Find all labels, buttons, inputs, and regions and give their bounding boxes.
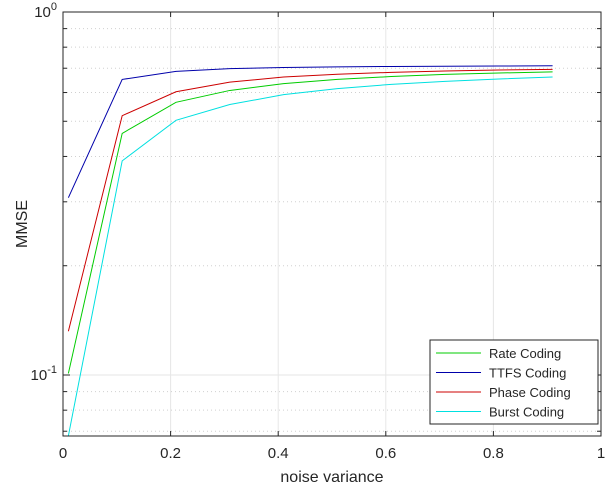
x-tick-label: 1 (597, 445, 605, 462)
y-tick-label: 10-1 (31, 364, 57, 384)
x-tick-label: 0.4 (268, 445, 289, 462)
series-line-burst-coding (67, 76, 553, 436)
x-tick-label: 0.8 (483, 445, 504, 462)
legend-label: Burst Coding (489, 405, 564, 420)
legend-label: Rate Coding (489, 346, 561, 361)
x-tick-label: 0.2 (160, 445, 181, 462)
series-line-rate-coding (67, 71, 553, 374)
legend: Rate Coding TTFS Coding Phase Coding Burst … (429, 339, 599, 425)
legend-label: Phase Coding (489, 385, 571, 400)
legend-label: TTFS Coding (489, 366, 566, 381)
y-axis-label: MMSE (14, 200, 31, 248)
x-axis-label: noise variance (280, 469, 383, 486)
series-line-ttfs-coding (67, 65, 553, 198)
y-tick-label: 100 (34, 1, 57, 21)
legend-box (429, 339, 599, 425)
plot-axes-box (62, 11, 602, 437)
x-tick-label: 0.6 (375, 445, 396, 462)
series-line-phase-coding (67, 68, 553, 332)
x-tick-label: 0 (59, 445, 67, 462)
